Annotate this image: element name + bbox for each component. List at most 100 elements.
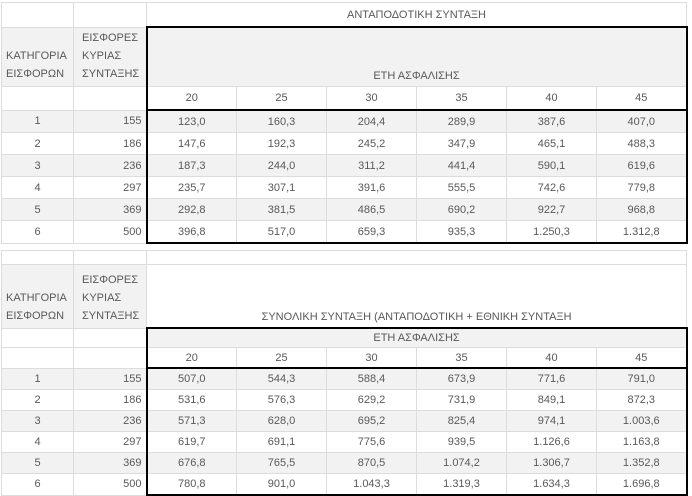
contribution-cell: 297 xyxy=(73,431,147,453)
year-column-header: 35 xyxy=(416,86,507,111)
value-cell: 849,1 xyxy=(506,389,597,411)
table-row: 2 186 531,6 576,3 629,2 731,9 849,1 872,3 xyxy=(1,389,688,411)
empty-cell xyxy=(1,327,74,348)
year-column-header: 45 xyxy=(595,86,688,111)
year-column-header: 35 xyxy=(416,347,507,369)
value-cell: 673,9 xyxy=(416,367,507,390)
value-cell: 1.074,2 xyxy=(416,452,507,474)
value-cell: 192,3 xyxy=(236,132,327,155)
table2-empty-row xyxy=(1,250,688,265)
year-column-header: 40 xyxy=(506,347,597,369)
value-cell: 628,0 xyxy=(236,410,327,432)
table1-title: ΑΝΤΑΠΟΔΟΤΙΚΗ ΣΥΝΤΑΞΗ xyxy=(145,2,688,28)
category-cell: 3 xyxy=(1,410,74,432)
contribution-cell: 236 xyxy=(73,410,147,432)
empty-cell xyxy=(73,347,147,369)
contribution-cell: 236 xyxy=(73,154,147,177)
value-cell: 765,5 xyxy=(236,452,327,474)
value-cell: 922,7 xyxy=(506,198,597,221)
table-row: 4 297 235,7 307,1 391,6 555,5 742,6 779,8 xyxy=(1,176,688,199)
antapodotiki-pension-table: ΑΝΤΑΠΟΔΟΤΙΚΗ ΣΥΝΤΑΞΗ ΚΑΤΗΓΟΡΙΑ ΕΙΣΦΟΡΩΝ … xyxy=(1,2,688,244)
value-cell: 619,6 xyxy=(595,154,688,177)
value-cell: 1.003,6 xyxy=(595,410,688,432)
value-cell: 939,5 xyxy=(416,431,507,453)
category-column-header: ΚΑΤΗΓΟΡΙΑ ΕΙΣΦΟΡΩΝ xyxy=(1,264,74,329)
value-cell: 676,8 xyxy=(145,452,237,474)
value-cell: 775,6 xyxy=(326,431,417,453)
value-cell: 974,1 xyxy=(506,410,597,432)
value-cell: 771,6 xyxy=(506,367,597,390)
empty-cell xyxy=(73,327,147,348)
category-cell: 1 xyxy=(1,367,74,390)
category-column-header: ΚΑΤΗΓΟΡΙΑ ΕΙΣΦΟΡΩΝ xyxy=(1,26,74,87)
empty-cell xyxy=(1,250,74,265)
value-cell: 245,2 xyxy=(326,132,417,155)
year-column-header: 30 xyxy=(326,347,417,369)
contribution-cell: 500 xyxy=(73,220,147,244)
category-cell: 3 xyxy=(1,154,74,177)
year-column-header: 30 xyxy=(326,86,417,111)
category-cell: 1 xyxy=(1,109,74,133)
value-cell: 1.319,3 xyxy=(416,473,507,496)
value-cell: 691,1 xyxy=(236,431,327,453)
contribution-column-header: ΕΙΣΦΟΡΕΣ ΚΥΡΙΑΣ ΣΥΝΤΑΞΗΣ xyxy=(73,264,147,329)
value-cell: 289,9 xyxy=(416,109,507,133)
contribution-cell: 369 xyxy=(73,452,147,474)
value-cell: 576,3 xyxy=(236,389,327,411)
category-cell: 6 xyxy=(1,220,74,244)
value-cell: 695,2 xyxy=(326,410,417,432)
value-cell: 779,8 xyxy=(595,176,688,199)
value-cell: 619,7 xyxy=(145,431,237,453)
value-cell: 292,8 xyxy=(145,198,237,221)
value-cell: 517,0 xyxy=(236,220,327,244)
table-row: 1 155 507,0 544,3 588,4 673,9 771,6 791,0 xyxy=(1,367,688,390)
table1-title-row: ΑΝΤΑΠΟΔΟΤΙΚΗ ΣΥΝΤΑΞΗ xyxy=(1,2,688,28)
contribution-cell: 500 xyxy=(73,473,147,496)
value-cell: 935,3 xyxy=(416,220,507,244)
value-cell: 311,2 xyxy=(326,154,417,177)
value-cell: 590,1 xyxy=(506,154,597,177)
value-cell: 731,9 xyxy=(416,389,507,411)
value-cell: 1.043,3 xyxy=(326,473,417,496)
value-cell: 742,6 xyxy=(506,176,597,199)
empty-cell xyxy=(145,250,688,265)
empty-cell xyxy=(1,86,74,111)
value-cell: 544,3 xyxy=(236,367,327,390)
contribution-cell: 155 xyxy=(73,109,147,133)
value-cell: 486,5 xyxy=(326,198,417,221)
contribution-column-header: ΕΙΣΦΟΡΕΣ ΚΥΡΙΑΣ ΣΥΝΤΑΞΗΣ xyxy=(73,26,147,87)
value-cell: 1.250,3 xyxy=(506,220,597,244)
value-cell: 387,6 xyxy=(506,109,597,133)
contribution-cell: 369 xyxy=(73,198,147,221)
years-of-insurance-header: ΕΤΗ ΑΣΦΑΛΙΣΗΣ xyxy=(145,327,688,348)
value-cell: 347,9 xyxy=(416,132,507,155)
value-cell: 555,5 xyxy=(416,176,507,199)
year-column-header: 20 xyxy=(145,347,237,369)
value-cell: 204,4 xyxy=(326,109,417,133)
value-cell: 791,0 xyxy=(595,367,688,390)
value-cell: 441,4 xyxy=(416,154,507,177)
table-row: 5 369 676,8 765,5 870,5 1.074,2 1.306,7 1.352,8 xyxy=(1,452,688,474)
table-row: 3 236 187,3 244,0 311,2 441,4 590,1 619,6 xyxy=(1,154,688,177)
empty-cell xyxy=(1,2,74,28)
value-cell: 488,3 xyxy=(595,132,688,155)
synoliki-pension-table: ΚΑΤΗΓΟΡΙΑ ΕΙΣΦΟΡΩΝ ΕΙΣΦΟΡΕΣ ΚΥΡΙΑΣ ΣΥΝΤΑ… xyxy=(1,250,688,496)
value-cell: 147,6 xyxy=(145,132,237,155)
table-row: 1 155 123,0 160,3 204,4 289,9 387,6 407,0 xyxy=(1,109,688,133)
category-cell: 6 xyxy=(1,473,74,496)
category-cell: 2 xyxy=(1,132,74,155)
value-cell: 235,7 xyxy=(145,176,237,199)
category-cell: 2 xyxy=(1,389,74,411)
category-cell: 4 xyxy=(1,431,74,453)
value-cell: 396,8 xyxy=(145,220,237,244)
value-cell: 187,3 xyxy=(145,154,237,177)
value-cell: 968,8 xyxy=(595,198,688,221)
value-cell: 870,5 xyxy=(326,452,417,474)
table2-header-row: ΚΑΤΗΓΟΡΙΑ ΕΙΣΦΟΡΩΝ ΕΙΣΦΟΡΕΣ ΚΥΡΙΑΣ ΣΥΝΤΑ… xyxy=(1,264,688,329)
value-cell: 659,3 xyxy=(326,220,417,244)
value-cell: 507,0 xyxy=(145,367,237,390)
category-cell: 5 xyxy=(1,198,74,221)
empty-cell xyxy=(73,2,147,28)
year-column-header: 40 xyxy=(506,86,597,111)
